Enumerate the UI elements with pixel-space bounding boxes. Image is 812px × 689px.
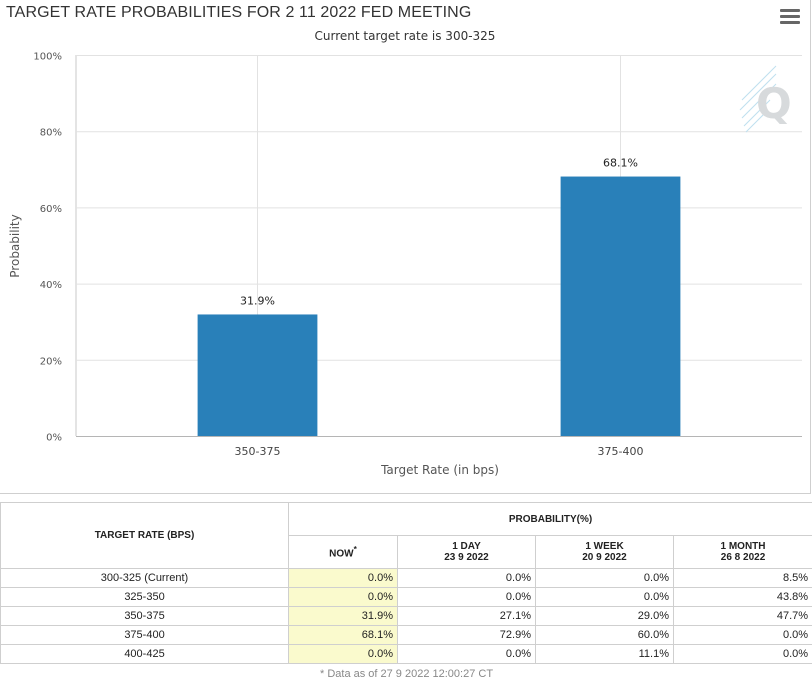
bar-chart: Q 0%20%40%60%80%100% 31.9%68.1% 350-375 3… [8, 52, 802, 477]
probability-cell: 0.0% [672, 625, 812, 645]
probability-cell: 0.0% [535, 587, 674, 607]
y-axis-title: Probability [8, 214, 22, 277]
chart-title: TARGET RATE PROBABILITIES FOR 2 11 2022 … [6, 4, 472, 21]
data-label: 68.1% [603, 157, 638, 170]
probability-cell: 68.1% [288, 625, 398, 645]
grid-lines [75, 55, 802, 437]
probability-cell: 60.0% [535, 625, 674, 645]
probability-cell: 0.0% [288, 644, 398, 664]
probability-cell: 0.0% [672, 644, 812, 664]
header-probability: PROBABILITY(%) [287, 502, 812, 536]
probability-table: TARGET RATE (BPS) PROBABILITY(%) NOW* 1 D… [0, 502, 812, 683]
column-header-label: 1 DAY [452, 541, 481, 552]
probability-cell: 11.1% [535, 644, 674, 664]
probability-cell: 47.7% [672, 606, 812, 626]
y-tick-label: 0% [46, 433, 62, 444]
column-header-label: 1 WEEK [585, 541, 624, 552]
column-header-date: 26 8 2022 [720, 552, 766, 563]
column-header-date: 23 9 2022 [444, 552, 489, 563]
x-axis-title: Target Rate (in bps) [380, 463, 499, 477]
x-axis-ticks: 350-375 375-400 [235, 445, 644, 458]
probability-cell: 0.0% [397, 644, 536, 664]
probability-cell: 0.0% [535, 568, 674, 588]
target-rate-cell: 375-400 [0, 625, 289, 645]
bar [560, 176, 681, 436]
target-rate-cell: 400-425 [0, 644, 289, 664]
y-tick-label: 40% [40, 280, 62, 291]
data-label: 31.9% [240, 294, 275, 307]
table-note-row: * Data as of 27 9 2022 12:00:27 CT [1, 664, 812, 684]
probability-cell: 0.0% [288, 568, 398, 588]
probability-cell: 0.0% [288, 587, 398, 607]
chart-subtitle: Current target rate is 300-325 [314, 29, 496, 43]
y-tick-label: 20% [40, 356, 62, 367]
probability-cell: 43.8% [672, 587, 812, 607]
column-header: NOW* [288, 535, 398, 569]
y-tick-label: 80% [40, 128, 62, 139]
column-header: 1 MONTH 26 8 2022 [672, 535, 812, 569]
x-tick-label: 375-400 [598, 445, 644, 458]
probability-cell: 29.0% [535, 606, 674, 626]
x-tick-label: 350-375 [235, 445, 281, 458]
table-row: 400-425 0.0% 0.0% 11.1% 0.0% [0, 644, 812, 664]
column-header-label: 1 MONTH [720, 541, 766, 552]
quikstrike-logo: Q [739, 65, 792, 133]
target-rate-cell: 300-325 (Current) [0, 568, 289, 588]
column-header-date: 20 9 2022 [582, 552, 627, 563]
y-axis-ticks: 0% 20% 40% 60% 80% 100% [33, 52, 62, 444]
column-header: 1 WEEK 20 9 2022 [535, 535, 674, 569]
y-tick-label: 100% [33, 52, 62, 63]
data-labels: 31.9% 68.1% [240, 157, 638, 308]
y-tick-label: 60% [40, 204, 62, 215]
table-row: 300-325 (Current) 0.0% 0.0% 0.0% 8.5% [0, 568, 812, 588]
header-target-rate: TARGET RATE (BPS) [0, 502, 289, 569]
table-row: 350-375 31.9% 27.1% 29.0% 47.7% [0, 606, 812, 626]
table-row: 375-400 68.1% 72.9% 60.0% 0.0% [0, 625, 812, 645]
column-header-footnote-mark: * [353, 544, 357, 555]
hamburger-menu-icon[interactable] [780, 9, 800, 27]
probability-cell: 0.0% [397, 587, 536, 607]
probability-cell: 31.9% [288, 606, 398, 626]
probability-cell: 72.9% [397, 625, 536, 645]
chart-panel: TARGET RATE PROBABILITIES FOR 2 11 2022 … [0, 0, 811, 494]
probability-table-container: TARGET RATE (BPS) PROBABILITY(%) NOW* 1 D… [0, 502, 812, 683]
target-rate-cell: 350-375 [0, 606, 289, 626]
target-rate-cell: 325-350 [0, 587, 289, 607]
column-header-label: NOW* [329, 544, 357, 560]
data-timestamp-note: * Data as of 27 9 2022 12:00:27 CT [319, 667, 494, 680]
probability-cell: 8.5% [672, 568, 812, 588]
table-row: 325-350 0.0% 0.0% 0.0% 43.8% [0, 587, 812, 607]
bar [197, 314, 318, 436]
column-header: 1 DAY 23 9 2022 [397, 535, 536, 569]
probability-cell: 0.0% [397, 568, 536, 588]
bars [197, 176, 681, 436]
probability-cell: 27.1% [397, 606, 536, 626]
watermark-letter: Q [756, 79, 792, 128]
